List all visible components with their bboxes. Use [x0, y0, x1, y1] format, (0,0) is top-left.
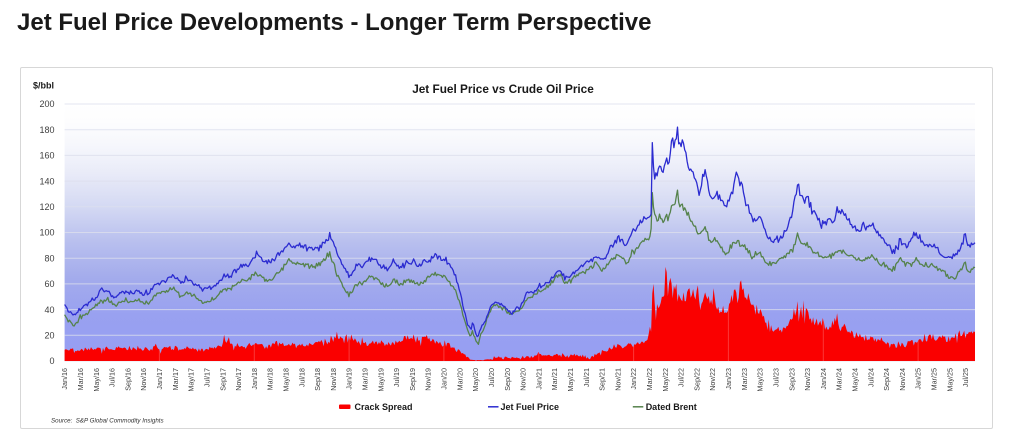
svg-text:Nov/23: Nov/23	[803, 368, 812, 391]
svg-text:Jet Fuel Price: Jet Fuel Price	[501, 402, 560, 412]
svg-text:Mar/16: Mar/16	[76, 368, 85, 390]
svg-text:Jul/20: Jul/20	[487, 368, 496, 387]
svg-text:Jan/18: Jan/18	[250, 368, 259, 390]
svg-text:Jan/20: Jan/20	[440, 368, 449, 390]
svg-text:Mar/20: Mar/20	[455, 368, 464, 390]
svg-text:Nov/18: Nov/18	[329, 368, 338, 391]
svg-text:Jul/24: Jul/24	[866, 368, 875, 387]
svg-text:Jul/18: Jul/18	[297, 368, 306, 387]
svg-text:0: 0	[49, 356, 54, 366]
svg-text:Sep/20: Sep/20	[503, 368, 512, 391]
svg-text:Mar/17: Mar/17	[171, 368, 180, 390]
svg-text:Jan/23: Jan/23	[724, 368, 733, 390]
svg-text:Dated Brent: Dated Brent	[646, 402, 697, 412]
svg-text:Source: S&P Global Commodity: Source: S&P Global Commodity Insights	[51, 418, 164, 425]
svg-text:May/25: May/25	[945, 368, 954, 392]
svg-text:100: 100	[39, 228, 54, 238]
svg-text:Sep/21: Sep/21	[598, 368, 607, 391]
svg-text:Sep/19: Sep/19	[408, 368, 417, 391]
svg-text:May/18: May/18	[282, 368, 291, 392]
svg-text:Mar/25: Mar/25	[930, 368, 939, 390]
svg-text:80: 80	[44, 253, 54, 263]
svg-text:Jan/24: Jan/24	[819, 368, 828, 390]
svg-text:Crack Spread: Crack Spread	[355, 402, 413, 412]
svg-text:200: 200	[39, 99, 54, 109]
svg-text:$/bbl: $/bbl	[33, 81, 54, 91]
svg-text:Jan/25: Jan/25	[914, 368, 923, 390]
svg-text:20: 20	[44, 331, 54, 341]
svg-text:Mar/18: Mar/18	[266, 368, 275, 390]
svg-text:Nov/17: Nov/17	[234, 368, 243, 391]
svg-text:May/16: May/16	[92, 368, 101, 392]
svg-text:Sep/18: Sep/18	[313, 368, 322, 391]
svg-text:Mar/23: Mar/23	[740, 368, 749, 390]
svg-text:Nov/21: Nov/21	[613, 368, 622, 391]
svg-text:Jan/19: Jan/19	[345, 368, 354, 390]
svg-text:Sep/22: Sep/22	[692, 368, 701, 391]
svg-text:120: 120	[39, 202, 54, 212]
svg-text:May/22: May/22	[661, 368, 670, 392]
svg-text:Jet Fuel Price vs Crude Oil Pr: Jet Fuel Price vs Crude Oil Price	[412, 82, 594, 96]
svg-text:Mar/24: Mar/24	[835, 368, 844, 390]
svg-text:Sep/17: Sep/17	[218, 368, 227, 391]
svg-text:140: 140	[39, 176, 54, 186]
svg-text:May/23: May/23	[756, 368, 765, 392]
svg-text:Jul/22: Jul/22	[677, 368, 686, 387]
svg-text:Jul/16: Jul/16	[108, 368, 117, 387]
svg-text:Jul/21: Jul/21	[582, 368, 591, 387]
svg-text:May/17: May/17	[187, 368, 196, 392]
svg-text:Jan/17: Jan/17	[155, 368, 164, 390]
svg-text:Nov/19: Nov/19	[424, 368, 433, 391]
svg-text:May/20: May/20	[471, 368, 480, 392]
svg-text:Nov/22: Nov/22	[708, 368, 717, 391]
svg-text:Sep/23: Sep/23	[787, 368, 796, 391]
svg-text:Mar/19: Mar/19	[361, 368, 370, 390]
svg-text:Sep/24: Sep/24	[882, 368, 891, 391]
svg-text:Jan/21: Jan/21	[534, 368, 543, 390]
svg-text:Jan/22: Jan/22	[629, 368, 638, 390]
svg-text:May/21: May/21	[566, 368, 575, 392]
svg-text:Nov/16: Nov/16	[139, 368, 148, 391]
svg-text:Sep/16: Sep/16	[123, 368, 132, 391]
svg-text:Nov/24: Nov/24	[898, 368, 907, 391]
svg-text:Jul/19: Jul/19	[392, 368, 401, 387]
svg-text:May/24: May/24	[851, 368, 860, 392]
svg-text:Mar/21: Mar/21	[550, 368, 559, 390]
svg-text:Jan/16: Jan/16	[60, 368, 69, 390]
svg-text:40: 40	[44, 305, 54, 315]
svg-text:160: 160	[39, 151, 54, 161]
svg-text:60: 60	[44, 279, 54, 289]
svg-text:Jul/25: Jul/25	[961, 368, 970, 387]
svg-text:Mar/22: Mar/22	[645, 368, 654, 390]
svg-text:Jul/17: Jul/17	[202, 368, 211, 387]
svg-text:180: 180	[39, 125, 54, 135]
svg-text:Nov/20: Nov/20	[519, 368, 528, 391]
svg-text:May/19: May/19	[376, 368, 385, 392]
svg-text:Jul/23: Jul/23	[772, 368, 781, 387]
